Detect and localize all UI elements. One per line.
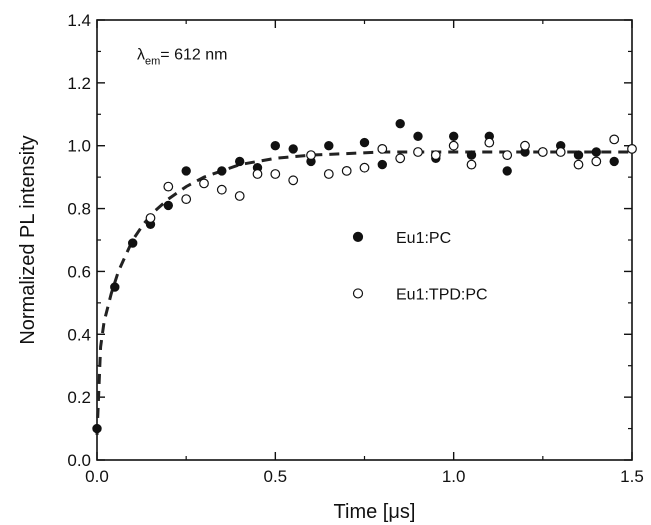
point-eu1-pc	[163, 200, 174, 211]
point-eu1-tpd-pc	[181, 194, 192, 205]
legend-marker	[352, 231, 364, 242]
y-tick-label: 0.2	[67, 388, 91, 407]
y-tick-label: 1.0	[67, 137, 91, 156]
point-eu1-pc	[234, 156, 245, 167]
point-eu1-pc	[466, 150, 477, 160]
plot-frame	[96, 19, 633, 461]
x-tick-label: 1.5	[620, 467, 644, 486]
point-eu1-pc	[449, 131, 459, 142]
legend-marker	[352, 288, 364, 299]
y-tick-label: 1.4	[67, 11, 91, 30]
point-eu1-tpd-pc	[484, 137, 495, 148]
point-eu1-tpd-pc	[252, 169, 263, 179]
legend-label: Eu1:PC	[396, 230, 451, 247]
legend: Eu1:PC Eu1:TPD:PC	[352, 230, 488, 303]
point-eu1-tpd-pc	[413, 147, 423, 157]
y-axis-title: Normalized PL intensity	[17, 135, 39, 344]
point-eu1-pc	[270, 140, 281, 151]
point-eu1-tpd-pc	[270, 169, 281, 179]
point-eu1-tpd-pc	[234, 191, 245, 201]
point-eu1-tpd-pc	[288, 175, 299, 186]
y-tick-label: 0.0	[67, 451, 91, 470]
point-eu1-tpd-pc	[520, 140, 530, 151]
point-eu1-pc	[288, 144, 298, 154]
point-eu1-tpd-pc	[216, 184, 227, 195]
point-eu1-pc	[395, 118, 405, 129]
point-eu1-tpd-pc	[448, 140, 459, 151]
y-tick-label: 0.8	[67, 200, 91, 219]
point-eu1-tpd-pc	[591, 156, 602, 167]
point-eu1-pc	[573, 150, 584, 160]
point-eu1-tpd-pc	[573, 159, 584, 170]
y-tick-label: 0.4	[67, 325, 91, 344]
y-tick-label: 0.6	[67, 262, 91, 281]
point-eu1-tpd-pc	[341, 165, 352, 176]
data-points	[92, 118, 637, 434]
point-eu1-tpd-pc	[395, 153, 406, 164]
x-tick-label: 0.5	[264, 467, 288, 486]
point-eu1-tpd-pc	[199, 178, 209, 189]
point-eu1-tpd-pc	[502, 150, 513, 161]
point-eu1-tpd-pc	[609, 134, 620, 145]
point-eu1-tpd-pc	[145, 213, 156, 223]
x-axis-title: Time [μs]	[334, 501, 416, 523]
legend-label: Eu1:TPD:PC	[396, 286, 488, 303]
point-eu1-pc	[377, 159, 388, 170]
point-eu1-tpd-pc	[306, 150, 316, 161]
fit-curve	[95, 150, 632, 435]
x-tick-label: 1.0	[442, 467, 466, 486]
point-eu1-pc	[413, 131, 423, 142]
point-eu1-pc	[591, 147, 602, 157]
point-eu1-pc	[609, 156, 619, 167]
point-eu1-tpd-pc	[627, 143, 637, 154]
point-eu1-tpd-pc	[163, 181, 174, 192]
point-eu1-tpd-pc	[555, 147, 566, 157]
point-eu1-tpd-pc	[323, 169, 334, 179]
lambda-annotation: λem= 612 nm	[137, 47, 227, 68]
fit-curve-group	[95, 150, 632, 435]
axes: 0.0 0.5 1.0 1.5 0.0 0.2 0.4 0.6 0.8 1.0 1.2 1.4 Time…	[17, 11, 644, 523]
point-eu1-pc	[324, 140, 334, 151]
point-eu1-tpd-pc	[430, 150, 441, 161]
annotation-group: λem= 612 nm	[137, 47, 227, 68]
point-eu1-pc	[92, 423, 102, 434]
point-eu1-tpd-pc	[537, 147, 548, 157]
point-eu1-pc	[502, 166, 512, 176]
point-eu1-tpd-pc	[377, 143, 388, 154]
point-eu1-pc	[110, 282, 120, 292]
point-eu1-tpd-pc	[359, 162, 370, 173]
y-tick-label: 1.2	[67, 74, 91, 93]
point-eu1-pc	[181, 166, 191, 176]
point-eu1-pc	[127, 238, 138, 248]
x-tick-label: 0.0	[85, 467, 109, 486]
point-eu1-tpd-pc	[466, 159, 477, 170]
point-eu1-pc	[359, 137, 370, 148]
point-eu1-pc	[217, 166, 227, 176]
